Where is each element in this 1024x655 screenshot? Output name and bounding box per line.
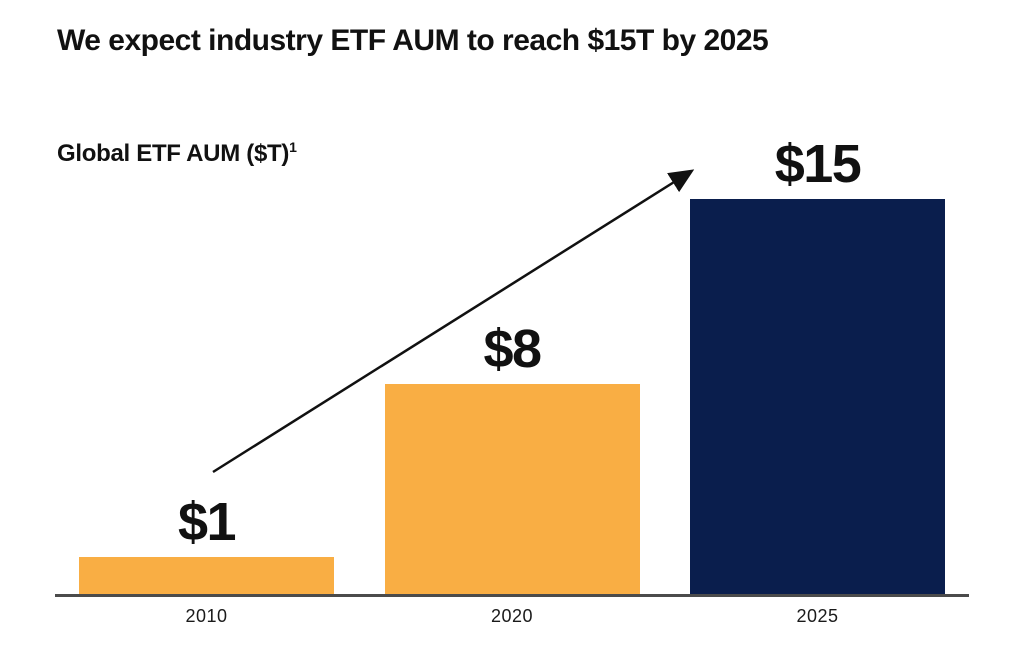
x-axis-line bbox=[55, 594, 969, 597]
bar-value-label: $15 bbox=[774, 134, 862, 194]
bar-group-2025: $15 bbox=[690, 137, 945, 595]
chart-subtitle-text: Global ETF AUM ($T) bbox=[57, 140, 290, 167]
bar-chart: $1 $8 $15 bbox=[79, 0, 945, 595]
bar-value-label: $1 bbox=[177, 492, 237, 552]
bar-group-2020: $8 bbox=[384, 319, 640, 595]
bar-2020 bbox=[384, 384, 640, 595]
chart-subtitle: Global ETF AUM ($T)1 bbox=[57, 140, 297, 168]
bar-value-label: $8 bbox=[483, 319, 542, 379]
footnote-marker: 1 bbox=[289, 139, 297, 155]
bar-group-2010: $1 bbox=[79, 495, 334, 595]
bar-2010 bbox=[79, 557, 334, 595]
x-axis-ticks: 2010 2020 2025 bbox=[79, 606, 945, 627]
bar-2025 bbox=[690, 199, 945, 595]
tick-label-2010: 2010 bbox=[185, 606, 228, 626]
tick-label-2025: 2025 bbox=[796, 606, 839, 626]
page-title: We expect industry ETF AUM to reach $15T… bbox=[57, 24, 769, 57]
tick-label-2020: 2020 bbox=[490, 606, 534, 626]
